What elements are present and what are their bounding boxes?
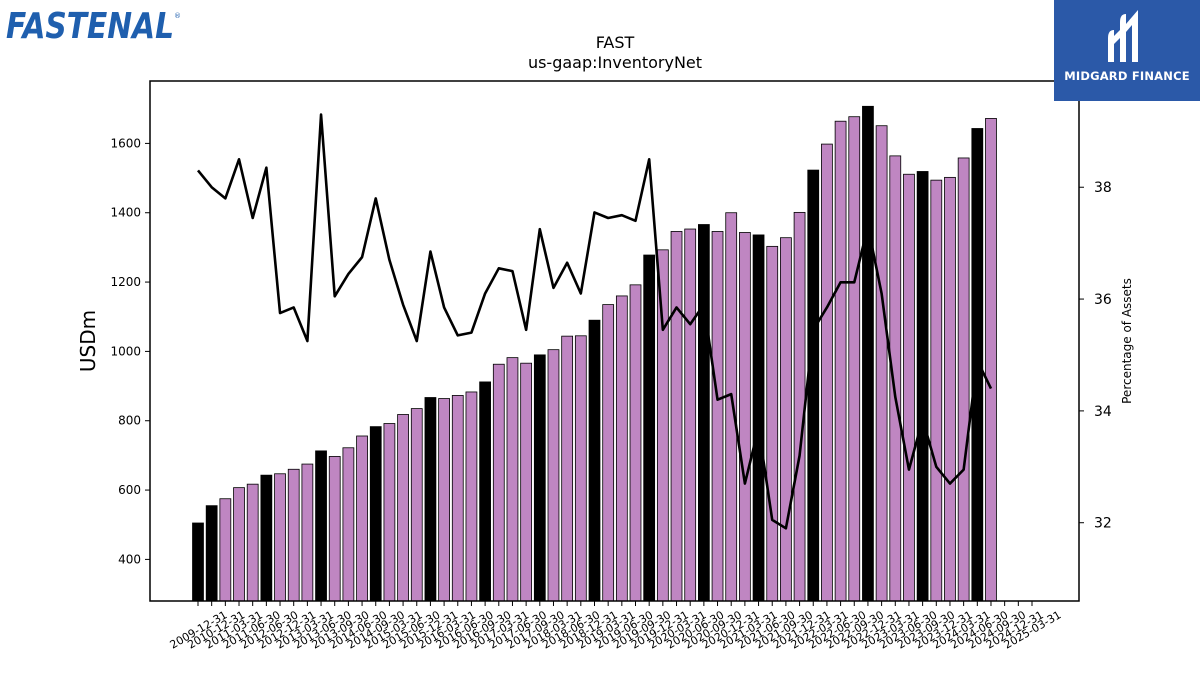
inventory-bar	[916, 171, 929, 602]
inventory-bar	[520, 362, 532, 602]
inventory-bar	[793, 211, 806, 602]
inventory-bar	[192, 522, 204, 602]
y2-axis-label: Percentage of Assets	[1120, 278, 1134, 404]
inventory-bar	[369, 426, 382, 602]
inventory-bar	[342, 447, 355, 602]
inventory-bar	[670, 231, 683, 602]
inventory-bar	[903, 173, 915, 602]
inventory-bar	[356, 435, 368, 602]
y-tick-label: 800	[118, 414, 141, 428]
inventory-bar	[834, 120, 847, 602]
inventory-bar	[465, 391, 478, 602]
inventory-bar	[574, 335, 587, 602]
fastenal-logo: FASTENAL ®	[6, 4, 184, 47]
inventory-bar	[328, 456, 341, 602]
inventory-bar	[492, 363, 505, 602]
inventory-bar	[944, 176, 956, 602]
y-tick-label: 600	[118, 483, 141, 497]
inventory-bar	[315, 450, 327, 602]
inventory-bar	[643, 254, 656, 602]
percentage-of-assets-line	[196, 113, 993, 530]
inventory-bar	[629, 284, 642, 602]
chart-subtitle: us-gaap:InventoryNet	[527, 53, 703, 72]
x-axis: 2009-12-312010-12-312011-03-312011-06-30…	[168, 601, 1064, 652]
inventory-bar	[985, 118, 997, 602]
midgard-m-icon	[1108, 10, 1138, 62]
inventory-bar	[698, 224, 710, 602]
right-y-axis: 32 34 36 38	[1079, 180, 1112, 532]
inventory-bar	[821, 143, 833, 602]
inventory-bar	[656, 249, 669, 602]
inventory-bar	[451, 395, 464, 602]
inventory-bar	[533, 354, 546, 602]
inventory-bar	[889, 155, 902, 602]
inventory-bar	[725, 212, 738, 602]
inventory-bar	[739, 232, 751, 602]
inventory-bar	[205, 505, 218, 602]
inventory-bar	[848, 116, 861, 602]
y-tick-label: 1200	[110, 275, 141, 289]
inventory-bar	[219, 498, 232, 602]
bar-series	[192, 105, 997, 602]
inventory-bar	[752, 234, 765, 602]
y-tick-label: 1000	[110, 344, 141, 358]
inventory-bar	[233, 487, 245, 602]
inventory-bar	[615, 295, 628, 602]
inventory-bar	[780, 237, 792, 602]
y2-tick-label: 34	[1094, 404, 1112, 420]
line-series	[196, 113, 993, 530]
inventory-bar	[383, 423, 396, 602]
left-y-axis: 400 600 800 1000 1200 1400 1600	[110, 136, 150, 566]
inventory-bar	[602, 304, 615, 602]
inventory-bar	[711, 231, 724, 602]
svg-text:®: ®	[174, 12, 181, 20]
y-tick-label: 1600	[110, 136, 141, 150]
inventory-bar	[875, 125, 888, 602]
inventory-bar	[561, 335, 574, 602]
inventory-bar	[301, 463, 314, 602]
inventory-bar	[410, 408, 423, 602]
inventory-bar	[684, 228, 697, 602]
inventory-bar	[862, 105, 874, 602]
fastenal-logo-mark: FASTENAL ®	[6, 6, 181, 47]
inventory-bar	[438, 398, 450, 602]
inventory-bar	[930, 179, 943, 602]
inventory-bar	[766, 245, 779, 602]
inventory-bar	[547, 349, 560, 602]
inventory-bar	[246, 483, 259, 602]
inventory-bar	[274, 473, 286, 602]
chart-title: FAST	[595, 33, 635, 52]
inventory-bar	[506, 357, 519, 602]
inventory-bar	[479, 381, 491, 602]
inventory-bar	[260, 474, 273, 602]
inventory-bar	[287, 468, 300, 602]
y2-tick-label: 32	[1094, 516, 1112, 532]
svg-text:FASTENAL: FASTENAL	[6, 6, 174, 44]
y2-tick-label: 38	[1094, 180, 1112, 196]
inventory-bar	[397, 414, 409, 602]
y-tick-label: 1400	[110, 206, 141, 220]
plot-frame	[149, 80, 1080, 602]
y-axis-label: USDm	[76, 310, 100, 372]
y2-tick-label: 36	[1094, 292, 1112, 308]
inventory-bar	[807, 169, 820, 602]
inventory-bar	[957, 157, 970, 602]
inventory-bar	[588, 319, 601, 602]
midgard-finance-logo: MIDGARD FINANCE	[1054, 0, 1200, 101]
midgard-finance-text: MIDGARD FINANCE	[1064, 69, 1190, 83]
inventory-bar	[424, 397, 437, 602]
y-tick-label: 400	[118, 552, 141, 566]
